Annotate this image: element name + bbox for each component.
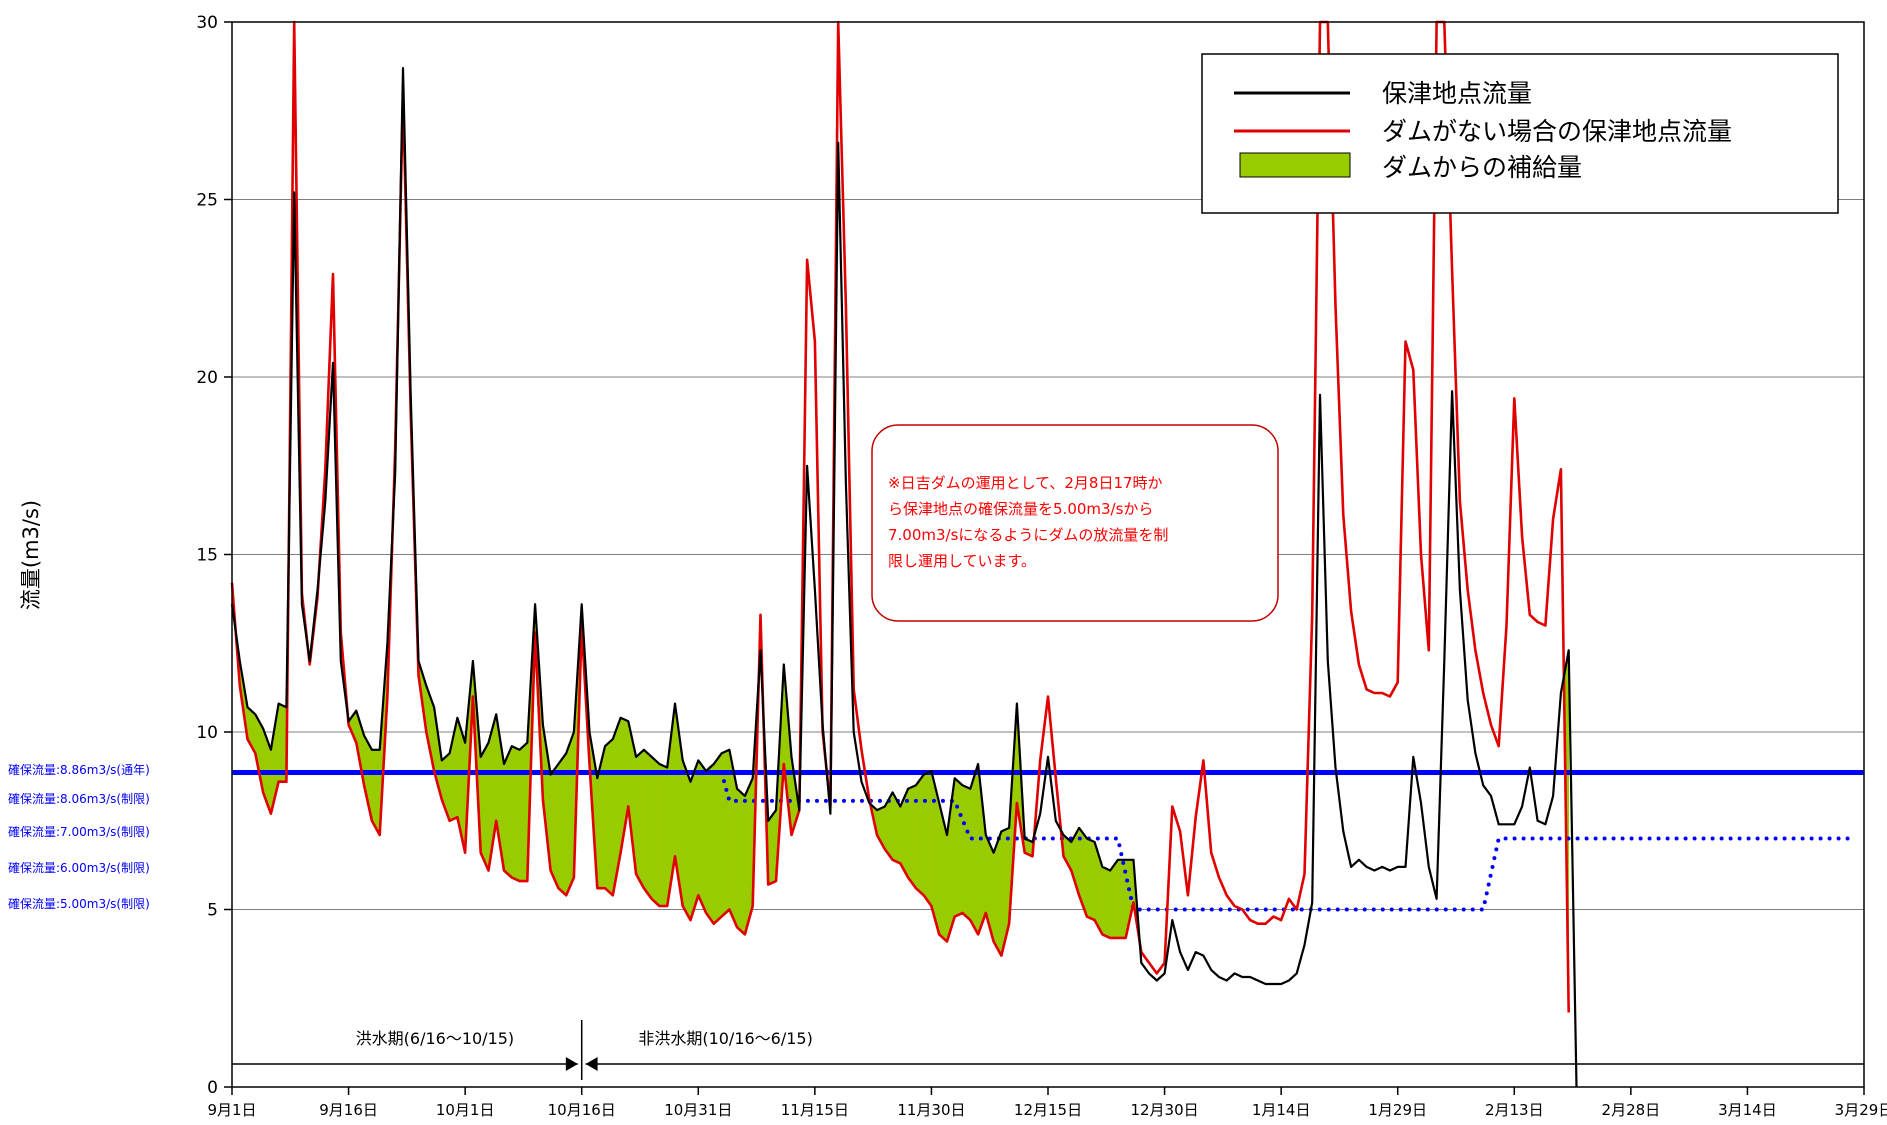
x-tick-label: 10月16日	[548, 1101, 616, 1119]
supply-segment	[923, 770, 932, 907]
x-tick-label: 2月28日	[1602, 1101, 1661, 1119]
supply-segment	[1109, 858, 1119, 939]
supply-segment	[503, 746, 513, 879]
x-tick-label: 10月1日	[436, 1101, 495, 1119]
required-flow-label: 確保流量:8.86m3/s(通年)	[8, 762, 150, 777]
y-tick-label: 25	[196, 191, 218, 211]
flood-period-arrow	[565, 1057, 578, 1071]
note-line-3: 7.00m3/sになるようにダムの放流量を制	[888, 526, 1168, 544]
natural-flow-line	[230, 20, 1570, 1013]
note-line-1: ※日吉ダムの運用として、2月8日17時か	[888, 474, 1163, 492]
reference-labels: 確保流量:8.86m3/s(通年) 確保流量:8.06m3/s(制限) 確保流量:7…	[8, 762, 150, 911]
supply-segment	[1086, 838, 1095, 921]
supply-segment	[938, 802, 948, 943]
x-tick-label: 1月29日	[1368, 1101, 1427, 1119]
x-tick-label: 3月14日	[1718, 1101, 1777, 1119]
y-tick-label: 10	[196, 723, 218, 743]
observed-flow-line	[230, 66, 1578, 1088]
legend-swatch-supply	[1239, 152, 1351, 178]
nonflood-period-arrow	[585, 1057, 598, 1071]
legend-label-natural: ダムがない場合の保津地点流量	[1382, 117, 1732, 146]
y-tick-label: 0	[207, 1078, 218, 1098]
supply-segment	[962, 784, 971, 921]
note-box	[871, 424, 1279, 622]
y-axis-label: 流量(m3/s)	[19, 500, 43, 610]
supply-segment	[511, 745, 520, 882]
y-tick-label: 5	[207, 901, 218, 921]
supply-segment	[651, 756, 660, 907]
required-flow-label: 確保流量:6.00m3/s(制限)	[8, 860, 150, 875]
x-axis-ticks: 9月1日 9月16日 10月1日 10月16日 10月31日 11月15日 11月30日 12…	[207, 1087, 1887, 1119]
y-tick-label: 30	[196, 13, 218, 33]
y-tick-label: 15	[196, 546, 218, 566]
y-axis-ticks: 0 5 10 15 20 25 30	[196, 13, 232, 1098]
supply-segment	[682, 760, 691, 921]
x-tick-label: 11月30日	[897, 1101, 965, 1119]
supply-segment	[565, 731, 575, 896]
x-tick-label: 1月14日	[1252, 1101, 1311, 1119]
note-line-4: 限し運用しています。	[888, 552, 1036, 570]
supply-segment	[713, 752, 722, 925]
required-flow-label: 確保流量:7.00m3/s(制限)	[8, 824, 150, 839]
supply-segment	[596, 746, 606, 889]
series-lines	[230, 20, 1578, 1088]
x-tick-label: 9月16日	[319, 1101, 378, 1119]
supply-segment	[519, 742, 528, 882]
note-line-2: ら保津地点の確保流量を5.00m3/sから	[888, 500, 1153, 518]
supply-segment	[705, 763, 715, 925]
x-tick-label: 10月31日	[664, 1101, 732, 1119]
legend-label-supply: ダムからの補給量	[1382, 153, 1582, 182]
supply-segment	[736, 788, 746, 936]
legend-label-observed: 保津地点流量	[1382, 79, 1532, 108]
nonflood-period-label: 非洪水期(10/16～6/15)	[638, 1029, 813, 1048]
required-flow-label: 確保流量:8.06m3/s(制限)	[8, 791, 150, 806]
period-indicators: 洪水期(6/16～10/15) 非洪水期(10/16～6/15)	[232, 1020, 1864, 1080]
legend: 保津地点流量 ダムがない場合の保津地点流量 ダムからの補給量	[1201, 53, 1839, 214]
supply-segment	[915, 773, 925, 896]
supply-segment	[969, 763, 979, 935]
supply-segment	[767, 809, 777, 886]
x-tick-label: 9月1日	[207, 1101, 256, 1119]
operation-note: ※日吉ダムの運用として、2月8日17時か ら保津地点の確保流量を5.00m3/s…	[871, 424, 1279, 622]
flood-period-label: 洪水期(6/16～10/15)	[356, 1029, 515, 1048]
x-tick-label: 12月30日	[1130, 1101, 1198, 1119]
x-tick-label: 12月15日	[1014, 1101, 1082, 1119]
supply-segment	[697, 759, 707, 914]
supply-segment	[1102, 866, 1111, 939]
required-flow-line	[232, 769, 1864, 912]
x-tick-label: 11月15日	[781, 1101, 849, 1119]
legend-box	[1201, 53, 1839, 214]
supply-segment	[659, 763, 668, 907]
supply-segment	[604, 738, 614, 896]
required-flow-label: 確保流量:5.00m3/s(制限)	[8, 896, 150, 911]
supply-segment	[729, 749, 738, 928]
y-tick-label: 20	[196, 368, 218, 388]
x-tick-label: 3月29日	[1835, 1101, 1887, 1119]
x-tick-label: 2月13日	[1485, 1101, 1544, 1119]
supply-segment	[954, 777, 963, 918]
